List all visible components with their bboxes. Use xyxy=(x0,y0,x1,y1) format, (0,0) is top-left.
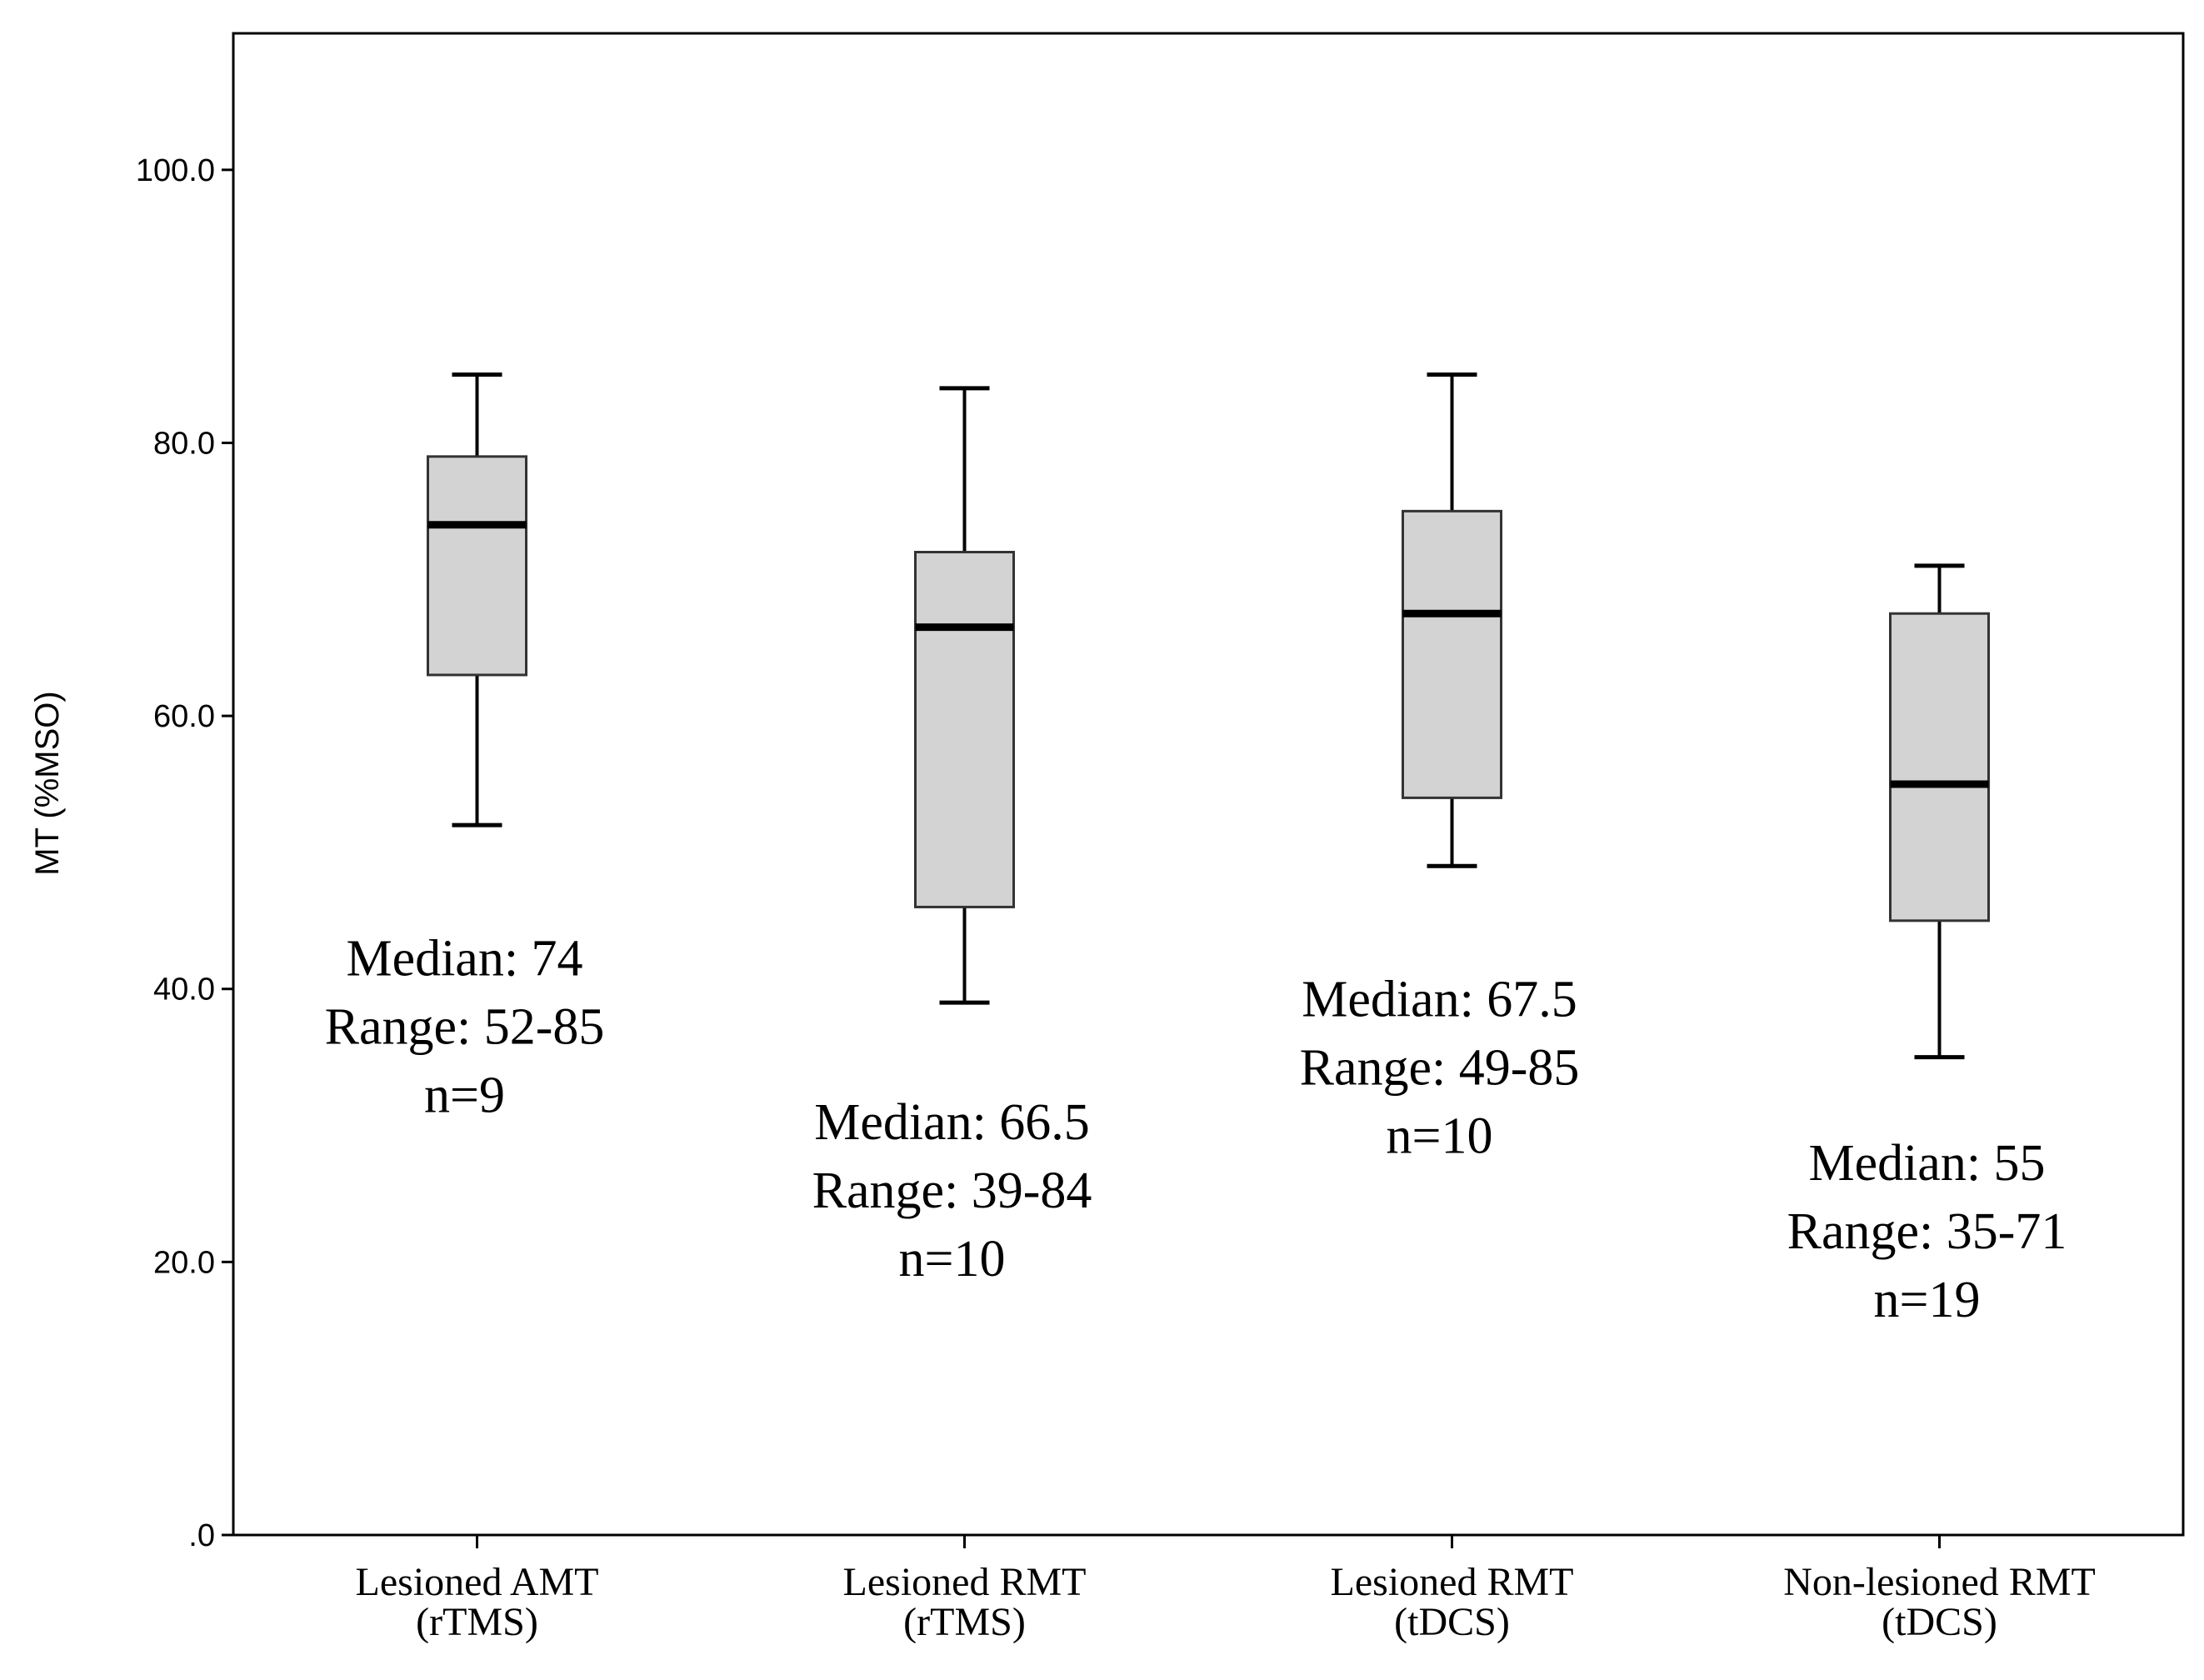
x-tick-label: (tDCS) xyxy=(1394,1600,1510,1644)
x-tick-label: (rTMS) xyxy=(903,1600,1026,1644)
y-tick-label: 40.0 xyxy=(153,972,215,1008)
y-tick-label: 20.0 xyxy=(153,1245,215,1280)
x-tick-label: Lesioned AMT xyxy=(356,1560,599,1604)
box-group: Lesioned RMT(rTMS) Median: 66.5 Range: 39-… xyxy=(812,386,1092,1644)
iqr-box xyxy=(1889,612,1990,922)
plot-frame xyxy=(232,32,2185,1537)
annotation-text: Median: 67.5 xyxy=(1302,971,1577,1028)
annotation-text: n=19 xyxy=(1874,1272,1981,1328)
annotation-text: Median: 74 xyxy=(346,930,582,987)
iqr-box xyxy=(1402,509,1502,799)
x-tick-label: Lesioned RMT xyxy=(1331,1560,1574,1604)
annotation-text: n=10 xyxy=(1387,1108,1493,1164)
annotation-text: n=10 xyxy=(899,1231,1006,1288)
annotation-text: Median: 55 xyxy=(1808,1135,2045,1192)
box-group: Non-lesioned RMT(tDCS) Median: 55 Range: 3… xyxy=(1783,563,2096,1644)
iqr-box xyxy=(427,455,527,677)
x-tick-label: Lesioned RMT xyxy=(843,1560,1087,1604)
y-axis-title: MT (%MSO) xyxy=(29,691,66,875)
annotation-text: Range: 39-84 xyxy=(812,1162,1092,1219)
annotation-text: Median: 66.5 xyxy=(814,1094,1090,1151)
x-tick-label: (tDCS) xyxy=(1882,1600,1997,1644)
y-tick-label: 60.0 xyxy=(153,699,215,734)
annotation-text: Range: 35-71 xyxy=(1787,1203,2067,1260)
iqr-box xyxy=(914,551,1015,908)
box-group: Lesioned RMT(tDCS) Median: 67.5 Range: 49-… xyxy=(1300,372,1580,1644)
annotation-text: n=9 xyxy=(424,1067,505,1123)
y-axis: .0 20.0 40.0 60.0 80.0 100.0 xyxy=(136,153,233,1553)
y-tick-label: .0 xyxy=(188,1518,215,1553)
annotation-text: Range: 49-85 xyxy=(1300,1039,1580,1096)
y-tick-label: 100.0 xyxy=(136,153,215,188)
box-group: Lesioned AMT(rTMS) Median: 74 Range: 52-85… xyxy=(325,372,605,1644)
y-tick-label: 80.0 xyxy=(153,426,215,461)
annotation-text: Range: 52-85 xyxy=(325,998,605,1055)
x-tick-label: Non-lesioned RMT xyxy=(1783,1560,2096,1604)
x-tick-label: (rTMS) xyxy=(416,1600,538,1644)
